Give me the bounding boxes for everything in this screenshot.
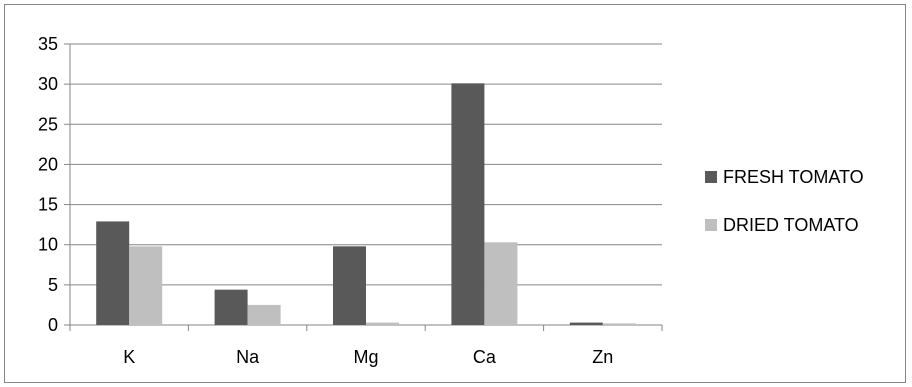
x-tick-label: Zn — [592, 347, 613, 367]
y-tick-label: 35 — [38, 34, 58, 54]
bar-fresh-tomato-mg — [333, 246, 366, 325]
bar-dried-tomato-mg — [366, 322, 399, 325]
bar-dried-tomato-na — [247, 304, 281, 325]
x-tick-label: Mg — [353, 347, 378, 367]
bar-dried-tomato-zn — [602, 323, 636, 325]
y-tick-label: 0 — [48, 315, 58, 335]
x-tick-label: Na — [236, 347, 260, 367]
legend-swatch — [705, 219, 717, 231]
y-tick-label: 25 — [38, 114, 58, 134]
y-tick-label: 20 — [38, 154, 58, 174]
bar-dried-tomato-k — [129, 246, 163, 325]
bar-fresh-tomato-ca — [451, 83, 485, 325]
legend-swatch — [705, 171, 717, 183]
bar-fresh-tomato-na — [214, 289, 248, 325]
bar-dried-tomato-ca — [484, 242, 518, 325]
x-tick-label: Ca — [473, 347, 497, 367]
bar-fresh-tomato-zn — [569, 322, 603, 325]
y-tick-label: 15 — [38, 195, 58, 215]
y-tick-label: 10 — [38, 235, 58, 255]
legend-label: FRESH TOMATO — [723, 167, 864, 187]
legend-label: DRIED TOMATO — [723, 215, 859, 235]
x-tick-label: K — [123, 347, 135, 367]
y-tick-label: 5 — [48, 275, 58, 295]
bar-fresh-tomato-k — [96, 221, 130, 325]
y-tick-label: 30 — [38, 74, 58, 94]
